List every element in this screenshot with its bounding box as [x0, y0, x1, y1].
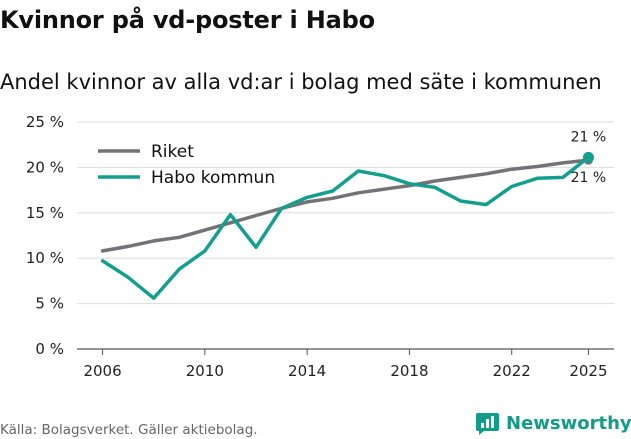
chart-subtitle: Andel kvinnor av alla vd:ar i bolag med …: [0, 70, 602, 94]
y-tick-label: 5 %: [35, 295, 64, 313]
x-tick-label: 2006: [83, 362, 121, 380]
x-tick-label: 2010: [186, 362, 224, 380]
riket-line: [100, 158, 591, 253]
line-chart: 0 % 5 % 10 % 15 % 20 % 25 % 2006 2010 2014 2018 20…: [26, 113, 614, 380]
habo-kommun-end-marker: [582, 151, 594, 163]
source-note: Källa: Bolagsverket. Gäller aktiebolag.: [0, 422, 258, 438]
x-tick-label: 2018: [390, 362, 428, 380]
y-tick-label: 25 %: [26, 113, 64, 131]
y-tick-label: 10 %: [26, 249, 64, 267]
y-tick-label: 20 %: [26, 158, 64, 176]
legend-label-habo-kommun: Habo kommun: [151, 168, 275, 188]
habo-kommun-line: [100, 155, 591, 300]
x-tick-label: 2025: [569, 362, 607, 380]
newsworthy-logo: Newsworthy: [475, 409, 631, 437]
legend-label-riket: Riket: [151, 142, 194, 162]
chart-title: Kvinnor på vd-poster i Habo: [0, 6, 375, 34]
newsworthy-logo-icon: [476, 412, 499, 435]
habo-kommun-end-label: 21 %: [571, 129, 607, 145]
riket-end-label: 21 %: [571, 170, 607, 186]
x-tick-label: 2014: [288, 362, 326, 380]
y-tick-label: 15 %: [26, 204, 64, 222]
x-tick-label: 2022: [493, 362, 531, 380]
y-tick-label: 0 %: [35, 340, 64, 358]
newsworthy-logo-text: Newsworthy: [506, 412, 631, 434]
